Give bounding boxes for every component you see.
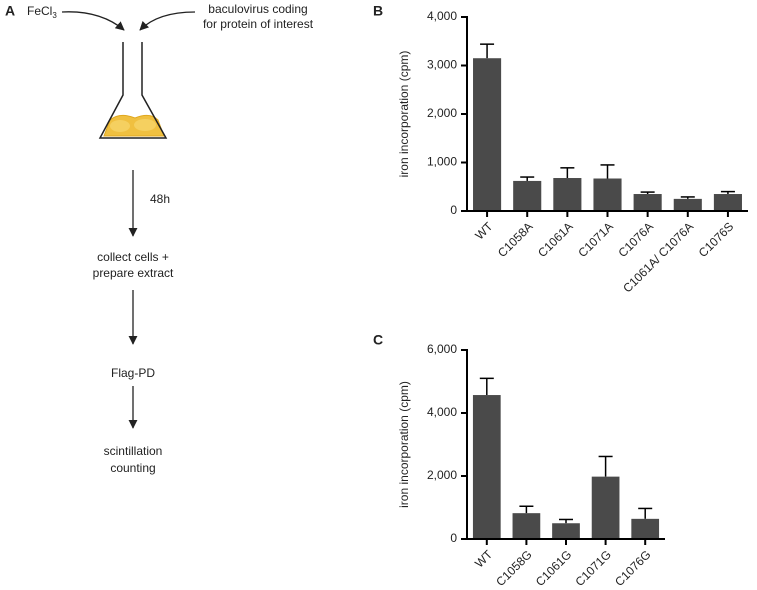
x-tick-label: C1076S — [696, 219, 737, 260]
arrow — [139, 11, 196, 31]
x-tick-label: C1061A/ C1076A — [620, 219, 696, 295]
y-tick-label: 3,000 — [427, 58, 457, 72]
y-axis-label: iron incorporation (cpm) — [397, 381, 411, 508]
x-tick-label: C1058G — [493, 547, 535, 589]
bar — [553, 178, 582, 211]
bar — [513, 180, 542, 211]
y-tick-label: 0 — [450, 203, 457, 217]
y-tick-label: 4,000 — [427, 9, 457, 23]
x-tick-label: C1071A — [575, 219, 616, 260]
x-tick-label: C1061G — [533, 547, 575, 589]
x-tick-label: WT — [472, 547, 496, 571]
y-tick-label: 4,000 — [427, 405, 457, 419]
x-tick-label: C1058A — [495, 219, 536, 260]
bar — [633, 194, 662, 211]
bar — [472, 395, 501, 539]
y-tick-label: 6,000 — [427, 342, 457, 356]
bar — [631, 518, 660, 539]
bar — [473, 58, 502, 211]
bar — [713, 194, 742, 211]
step-label: scintillation — [104, 444, 163, 458]
y-tick-label: 2,000 — [427, 468, 457, 482]
panel-label: A — [5, 3, 15, 19]
bar — [593, 178, 622, 211]
input-label: baculovirus coding — [208, 2, 307, 16]
step-label: Flag-PD — [111, 366, 155, 380]
input-label: for protein of interest — [203, 17, 314, 31]
y-tick-label: 0 — [450, 531, 457, 545]
input-label: FeCl3 — [27, 4, 57, 20]
bar — [512, 513, 541, 539]
bar — [552, 523, 580, 539]
y-tick-label: 2,000 — [427, 106, 457, 120]
x-tick-label: WT — [472, 219, 496, 243]
panel-label: B — [373, 3, 383, 19]
panel-label: C — [373, 332, 383, 348]
x-tick-label: C1071G — [572, 547, 614, 589]
arrow — [61, 11, 125, 31]
step-label: collect cells + — [97, 250, 169, 264]
y-tick-label: 1,000 — [427, 155, 457, 169]
x-tick-label: C1076A — [615, 219, 656, 260]
time-label: 48h — [150, 192, 170, 206]
step-label: prepare extract — [93, 266, 174, 280]
bar — [673, 198, 702, 211]
x-tick-label: C1076G — [612, 547, 654, 589]
step-label: counting — [110, 461, 155, 475]
x-tick-label: C1061A — [535, 219, 576, 260]
flask — [98, 42, 168, 139]
bar — [591, 476, 620, 539]
y-axis-label: iron incorporation (cpm) — [397, 51, 411, 178]
